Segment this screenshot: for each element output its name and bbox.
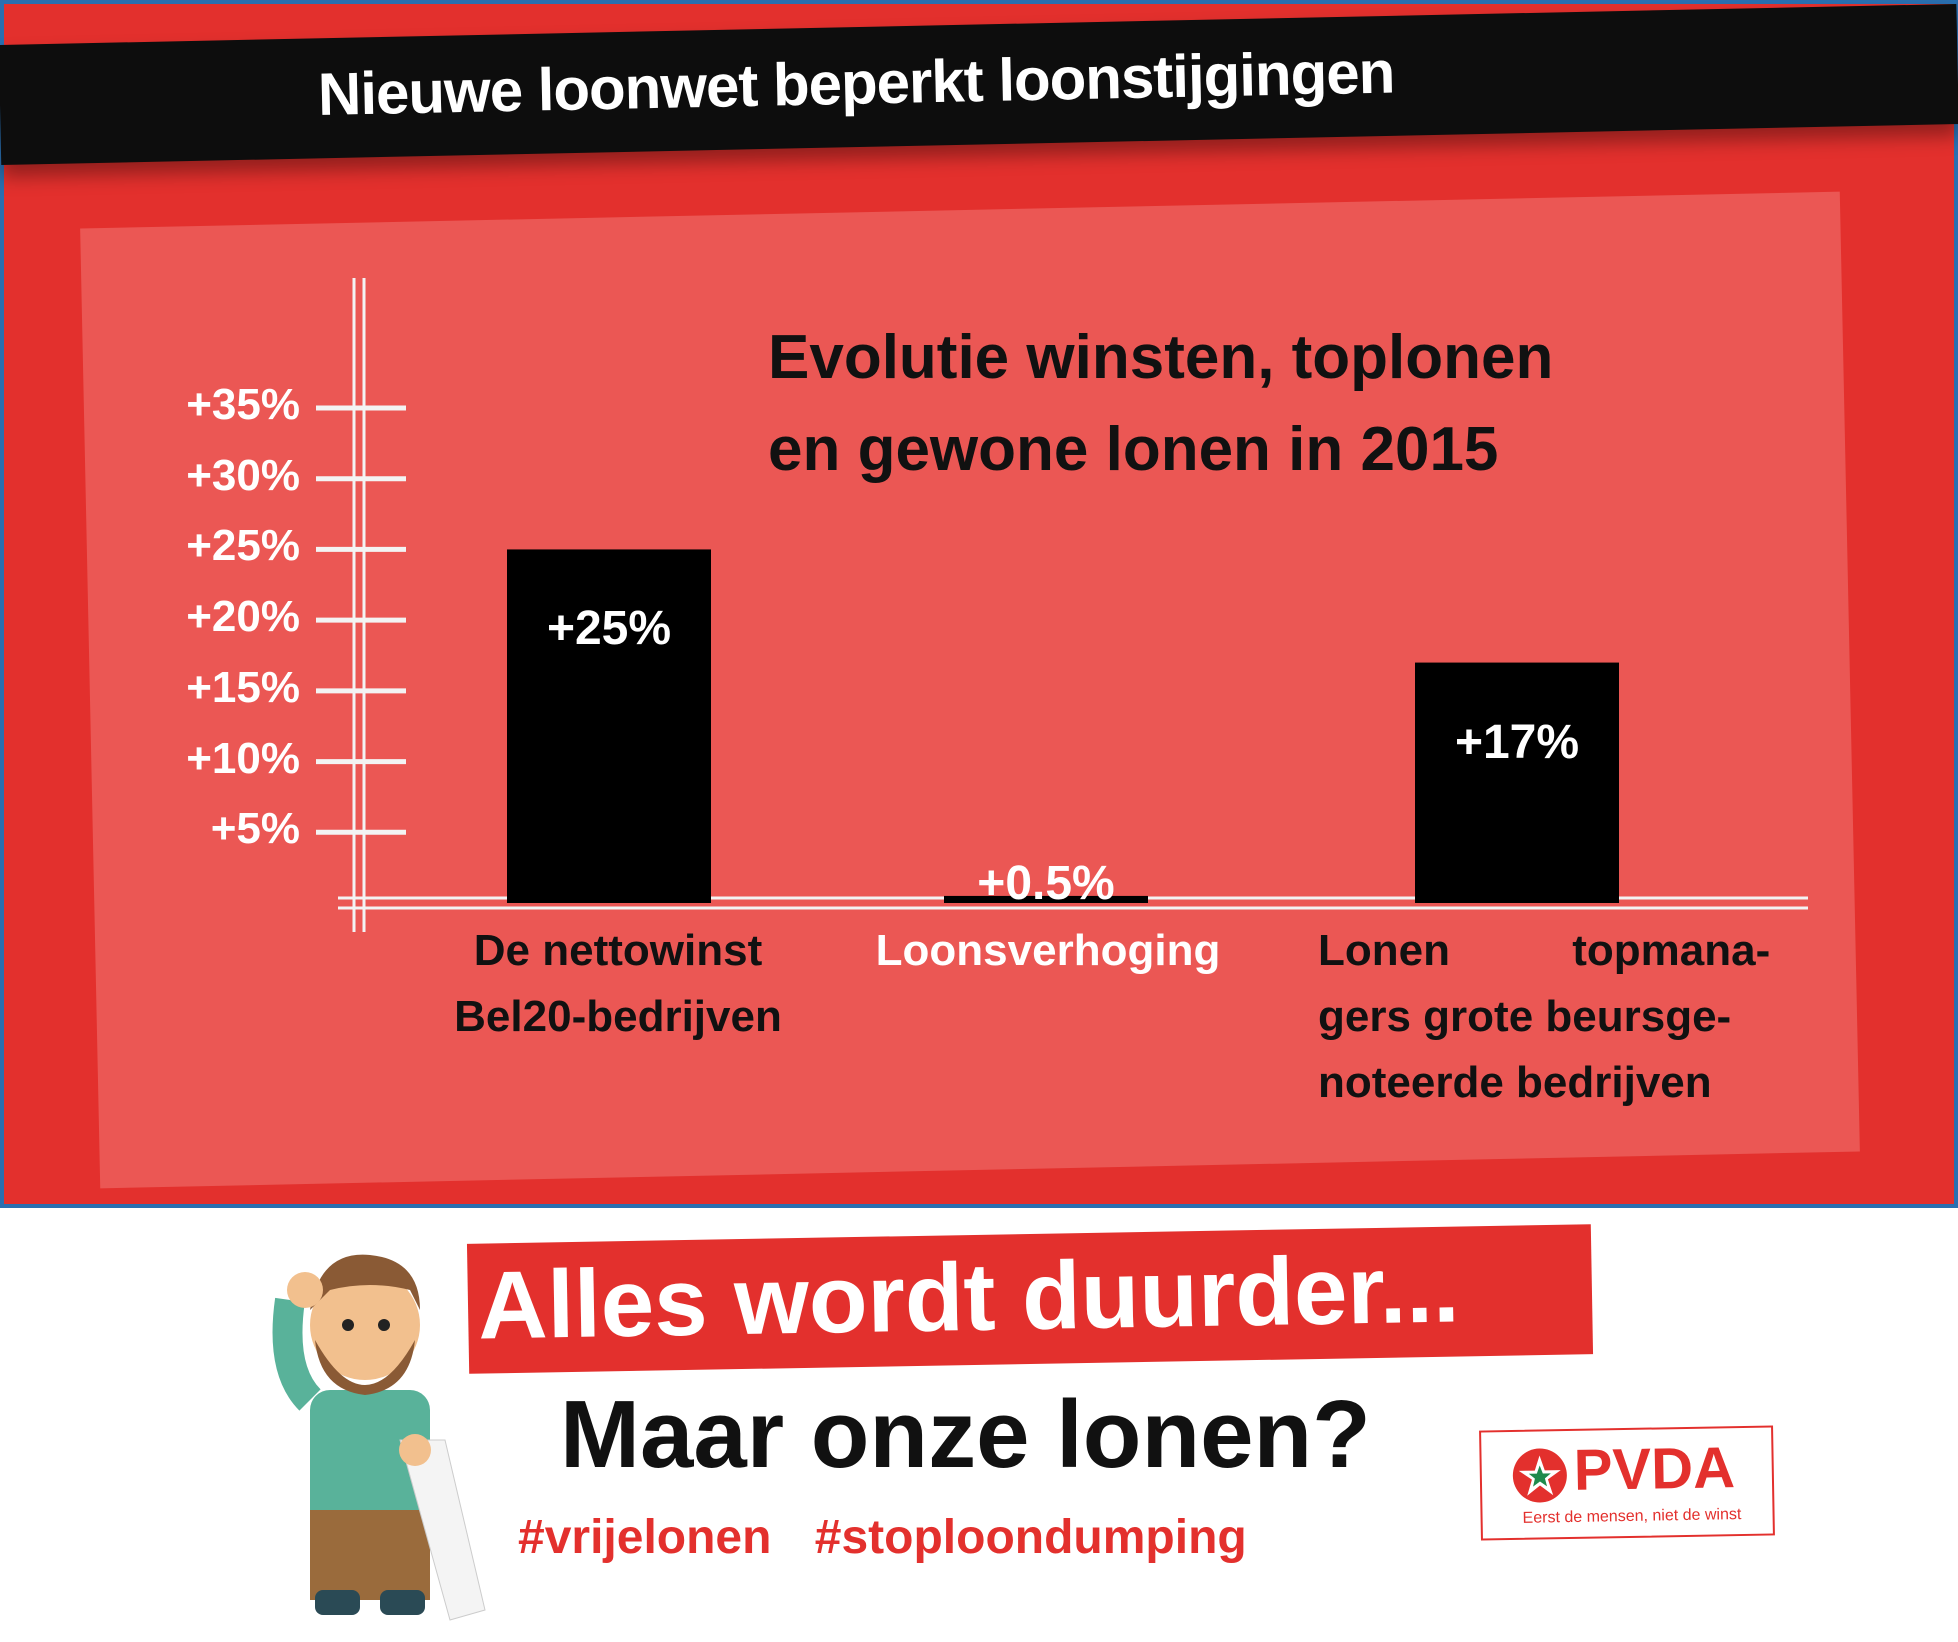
- hashtag-vrijelonen[interactable]: #vrijelonen: [518, 1511, 772, 1564]
- star-logo-icon: [1512, 1448, 1567, 1503]
- bar-chart: [316, 278, 1808, 932]
- y-tick-label: +35%: [186, 380, 300, 429]
- hashtag-stoploondumping[interactable]: #stoploondumping: [814, 1511, 1247, 1564]
- y-tick-label: +25%: [186, 521, 300, 571]
- bar-value-label: +17%: [1454, 715, 1580, 769]
- y-tick-label: +15%: [186, 662, 300, 712]
- slogan-line-1: Alles wordt duurder...: [477, 1235, 1461, 1360]
- category-label: Loonsverhoging: [875, 926, 1221, 975]
- category-label: De nettowinst Bel20-bedrijven: [454, 926, 782, 1041]
- logo-wordmark: PVDA: [1573, 1435, 1736, 1503]
- hashtags: #vrijelonen #stoploondumping: [518, 1510, 1277, 1565]
- chart-title-line-2: en gewone lonen in 2015: [768, 415, 1499, 484]
- y-tick-label: +10%: [186, 733, 300, 783]
- bar-value-label: +25%: [546, 602, 672, 656]
- confused-man-illustration: [272, 1254, 486, 1621]
- slogan-line-2: Maar onze lonen?: [560, 1381, 1371, 1488]
- logo-tagline: Eerst de mensen, niet de winst: [1522, 1506, 1742, 1527]
- y-tick-label: +5%: [210, 804, 300, 854]
- chart-title: Evolutie winsten, toplonen en gewone lon…: [768, 312, 1728, 496]
- y-tick-label: +30%: [186, 450, 300, 500]
- bar-value-label: +0.5%: [977, 856, 1115, 910]
- category-label: Lonen topmana- gers grote beursge- notee…: [1318, 926, 1771, 1107]
- y-tick-label: +20%: [186, 592, 300, 642]
- pvda-logo: PVDA Eerst de mensen, niet de winst: [1479, 1425, 1775, 1541]
- bar: [507, 549, 711, 903]
- bar: [944, 895, 1148, 903]
- chart-title-line-1: Evolutie winsten, toplonen: [768, 323, 1554, 392]
- bar: [1415, 662, 1619, 903]
